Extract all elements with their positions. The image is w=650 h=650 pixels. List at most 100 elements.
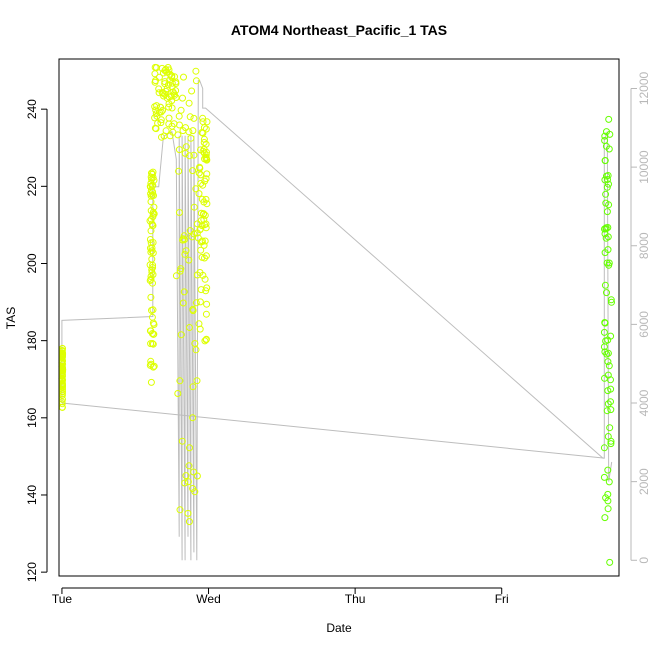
- data-point: [604, 224, 612, 231]
- data-point: [190, 114, 198, 122]
- data-point: [189, 307, 197, 315]
- data-point: [192, 67, 200, 75]
- data-point: [201, 275, 209, 283]
- data-point: [179, 299, 187, 307]
- data-point: [161, 91, 169, 98]
- data-point: [148, 220, 156, 228]
- x-tick-label: Fri: [495, 592, 509, 606]
- data-point: [163, 68, 171, 76]
- data-point: [603, 208, 611, 216]
- data-point: [188, 87, 196, 95]
- data-point: [203, 170, 211, 178]
- data-point: [152, 106, 160, 114]
- data-point: [189, 485, 197, 492]
- data-point: [606, 424, 614, 432]
- right-tick-label: 12000: [637, 71, 650, 105]
- data-point: [176, 267, 184, 275]
- data-point: [149, 340, 157, 348]
- data-point: [191, 340, 199, 347]
- data-point: [600, 444, 608, 452]
- data-point: [607, 440, 615, 448]
- data-point: [147, 378, 155, 386]
- data-point: [197, 209, 205, 217]
- data-point: [155, 85, 163, 93]
- data-point: [161, 78, 169, 86]
- data-point: [603, 259, 611, 267]
- data-point: [607, 406, 615, 414]
- data-point: [176, 377, 184, 385]
- data-point: [189, 383, 197, 391]
- data-point: [197, 246, 205, 254]
- data-point: [193, 472, 201, 480]
- data-point: [203, 118, 211, 126]
- data-point: [155, 73, 163, 81]
- data-point: [202, 287, 210, 295]
- data-point: [200, 149, 208, 157]
- data-point: [149, 330, 157, 338]
- data-point: [602, 494, 610, 502]
- data-point: [200, 135, 208, 143]
- data-point: [601, 230, 609, 238]
- data-point: [203, 284, 211, 292]
- data-point: [150, 362, 158, 370]
- x-tick-label: Wed: [196, 592, 220, 606]
- right-tick-label: 6000: [637, 311, 650, 338]
- data-point: [181, 479, 189, 487]
- x-tick-label: Thu: [345, 592, 366, 606]
- right-tick-label: 0: [637, 557, 650, 564]
- data-point: [202, 252, 210, 260]
- data-point: [160, 92, 168, 100]
- data-point: [607, 437, 615, 445]
- data-point: [601, 281, 609, 289]
- data-point: [604, 358, 612, 366]
- data-point: [148, 330, 156, 337]
- data-point: [180, 232, 188, 240]
- data-point: [186, 324, 193, 331]
- left-tick-label: 160: [25, 407, 39, 427]
- data-point: [603, 183, 611, 191]
- data-point: [184, 478, 192, 486]
- data-point: [601, 319, 609, 326]
- data-point: [199, 118, 207, 126]
- data-point: [608, 298, 615, 306]
- data-point: [604, 336, 612, 344]
- data-point: [148, 268, 156, 276]
- data-point: [150, 192, 157, 199]
- data-point: [149, 210, 157, 218]
- left-tick-label: 200: [25, 253, 39, 273]
- data-point: [148, 244, 156, 252]
- data-point: [201, 211, 209, 219]
- data-point: [197, 217, 205, 224]
- data-point: [604, 505, 612, 513]
- data-point: [189, 414, 197, 422]
- data-point: [185, 152, 193, 160]
- data-point: [147, 198, 155, 206]
- data-point: [180, 73, 187, 81]
- data-point: [180, 288, 188, 296]
- data-point: [602, 234, 610, 242]
- right-tick-label: 8000: [637, 232, 650, 259]
- data-point: [195, 169, 203, 177]
- data-point: [602, 225, 610, 233]
- data-point: [163, 94, 171, 102]
- data-point: [182, 247, 190, 255]
- data-point: [157, 116, 165, 124]
- right-y-axis: 0 2000 4000 6000 8000 10000 12000: [630, 71, 650, 564]
- data-point: [200, 241, 208, 249]
- data-point: [605, 145, 613, 153]
- data-point: [600, 328, 608, 336]
- data-point: [600, 473, 608, 481]
- data-point: [198, 253, 206, 261]
- data-point: [196, 325, 204, 333]
- data-point: [199, 114, 207, 122]
- data-point: [149, 188, 157, 196]
- x-axis-label: Date: [326, 621, 352, 635]
- data-point: [186, 113, 194, 121]
- data-point: [162, 127, 170, 135]
- data-point: [607, 376, 614, 384]
- data-point: [147, 179, 155, 187]
- data-point: [202, 310, 210, 318]
- data-point: [147, 273, 155, 280]
- data-point: [151, 103, 159, 111]
